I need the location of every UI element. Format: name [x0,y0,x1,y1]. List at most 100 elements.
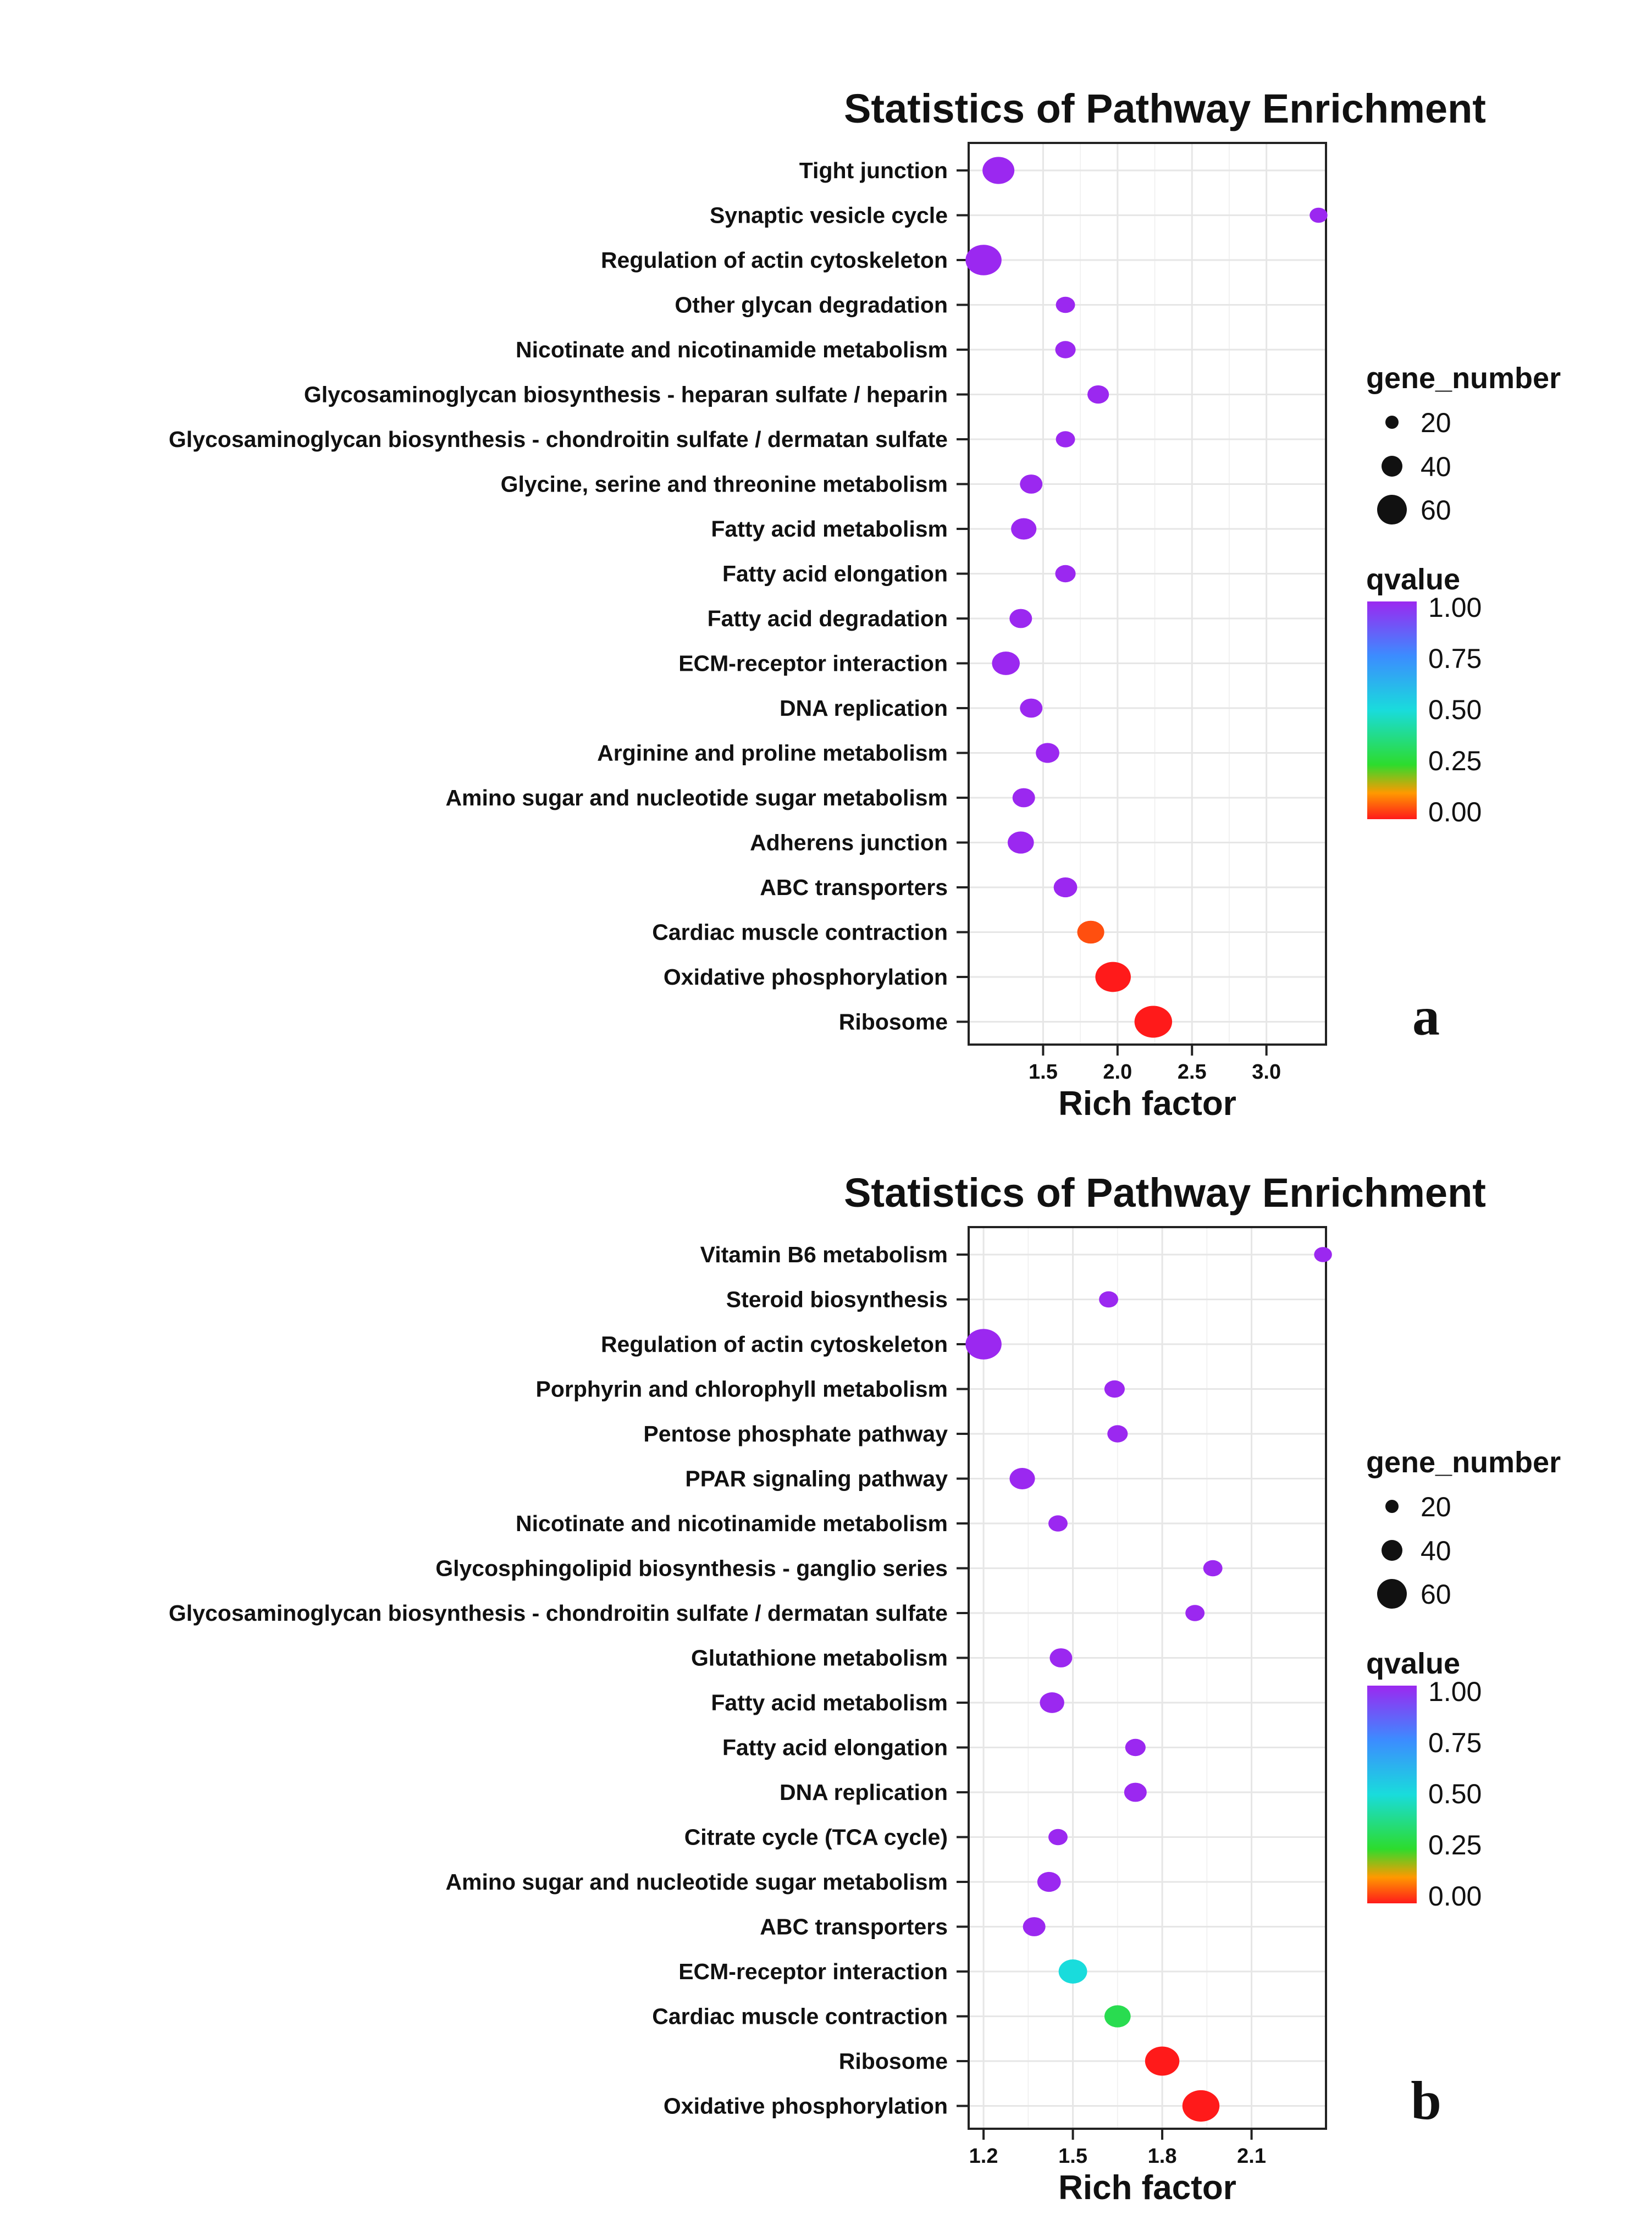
category-label: PPAR signaling pathway [685,1466,948,1492]
data-point [1009,1467,1035,1490]
category-label: Steroid biosynthesis [726,1287,948,1312]
legend-size-title: gene_number [1366,362,1561,395]
category-label: DNA replication [780,1780,948,1805]
category-label: Amino sugar and nucleotide sugar metabol… [445,1869,948,1895]
category-label: Adherens junction [750,830,948,855]
data-point [982,157,1015,184]
plot-frame [968,142,1327,1046]
data-point [1058,1959,1087,1984]
data-point [1048,1515,1068,1532]
legend-color-title: qvalue [1366,1647,1460,1680]
x-tick-label: 2.5 [1178,1061,1207,1084]
legend-color-label: 0.25 [1428,745,1482,776]
data-point [965,245,1002,275]
legend-color-label: 1.00 [1428,592,1482,623]
data-point [1310,207,1328,223]
legend-size-label-20: 20 [1421,1492,1451,1522]
legend-size-title: gene_number [1366,1446,1561,1479]
legend-color-label: 0.75 [1428,643,1482,674]
data-point [1125,1738,1146,1757]
legend: gene_number 20 40 60 qvalue 1.00 0.75 0.… [1366,362,1561,827]
data-point [1104,1380,1125,1398]
gridlines [969,1227,1326,2129]
x-tick-label: 2.1 [1237,2145,1266,2168]
panel-letter: a [1412,986,1440,1047]
category-label: Pentose phosphate pathway [643,1421,948,1446]
data-point [1182,2090,1220,2122]
panel-letter: b [1411,2070,1441,2131]
data-point [1037,1871,1061,1892]
chart-panel-a: Statistics of Pathway Enrichment Tight j… [169,86,1561,1123]
category-label: ECM-receptor interaction [678,1959,948,1984]
category-label: Cardiac muscle contraction [652,2004,948,2029]
category-label: Glycine, serine and threonine metabolism [501,472,948,497]
data-point [1056,296,1075,313]
data-point [1009,609,1032,628]
legend: gene_number 20 40 60 qvalue 1.00 0.75 0.… [1366,1446,1561,1912]
category-label: Nicotinate and nicotinamide metabolism [516,1511,948,1536]
category-label: Tight junction [799,158,948,183]
category-label: Glycosaminoglycan biosynthesis - chondro… [169,427,948,452]
category-label: Oxidative phosphorylation [664,964,948,990]
data-point [1099,1291,1119,1308]
legend-size-dot-60 [1377,1579,1407,1609]
data-point [1036,743,1059,763]
x-tick-label: 3.0 [1252,1061,1281,1084]
legend-color-label: 0.00 [1428,797,1482,827]
category-label: ABC transporters [760,875,948,900]
category-label: ABC transporters [760,1914,948,1940]
category-label: DNA replication [780,695,948,721]
category-label: Nicotinate and nicotinamide metabolism [516,337,948,362]
data-point [1023,1917,1046,1936]
category-label: Synaptic vesicle cycle [710,203,948,228]
qvalue-colorbar [1367,601,1417,819]
category-label: Other glycan degradation [675,292,948,318]
data-point [1011,518,1037,540]
legend-size-label-20: 20 [1421,407,1451,438]
plot-frame [968,1226,1327,2130]
category-label: Fatty acid degradation [708,606,948,631]
legend-size-label-40: 40 [1421,1536,1451,1566]
legend-color-title: qvalue [1366,563,1460,596]
x-tick-label: 1.5 [1029,1061,1058,1084]
category-label: Ribosome [839,2048,948,2074]
legend-size-dot-60 [1377,495,1407,524]
x-tick-label: 1.8 [1148,2145,1177,2168]
data-point [1134,1006,1173,1038]
legend-size-dot-40 [1382,456,1402,477]
data-point [1107,1425,1128,1443]
category-label: Ribosome [839,1009,948,1035]
category-label: Amino sugar and nucleotide sugar metabol… [445,785,948,810]
data-points [965,157,1328,1038]
category-label: Glycosphingolipid biosynthesis - ganglio… [435,1556,948,1581]
x-axis-title: Rich factor [1058,2169,1236,2207]
legend-color-label: 0.75 [1428,1727,1482,1758]
data-point [1048,1829,1068,1846]
x-axis-ticks: 1.5 2.0 2.5 3.0 [1029,1045,1281,1084]
category-label: ECM-receptor interaction [678,651,948,676]
x-tick-label: 2.0 [1103,1061,1132,1084]
category-label: Fatty acid metabolism [711,516,948,542]
data-point [1049,1648,1073,1667]
category-label: Oxidative phosphorylation [664,2094,948,2119]
legend-color-label: 0.50 [1428,694,1482,725]
data-point [1203,1560,1223,1577]
category-labels: Vitamin B6 metabolism Steroid biosynthesi… [169,1242,969,2119]
data-point [992,651,1020,675]
category-label: Fatty acid metabolism [711,1690,948,1715]
qvalue-colorbar [1367,1686,1417,1903]
data-point [965,1329,1002,1360]
category-label: Cardiac muscle contraction [652,920,948,945]
legend-size-dot-20 [1385,416,1399,429]
category-label: Vitamin B6 metabolism [700,1242,948,1267]
data-point [1055,565,1076,583]
data-point [1055,341,1076,358]
data-points [965,1247,1332,2122]
category-label: Citrate cycle (TCA cycle) [684,1825,948,1850]
data-point [1314,1247,1332,1262]
data-point [1053,877,1078,898]
data-point [1185,1605,1205,1621]
data-point [1020,698,1043,718]
data-point [1124,1782,1147,1802]
